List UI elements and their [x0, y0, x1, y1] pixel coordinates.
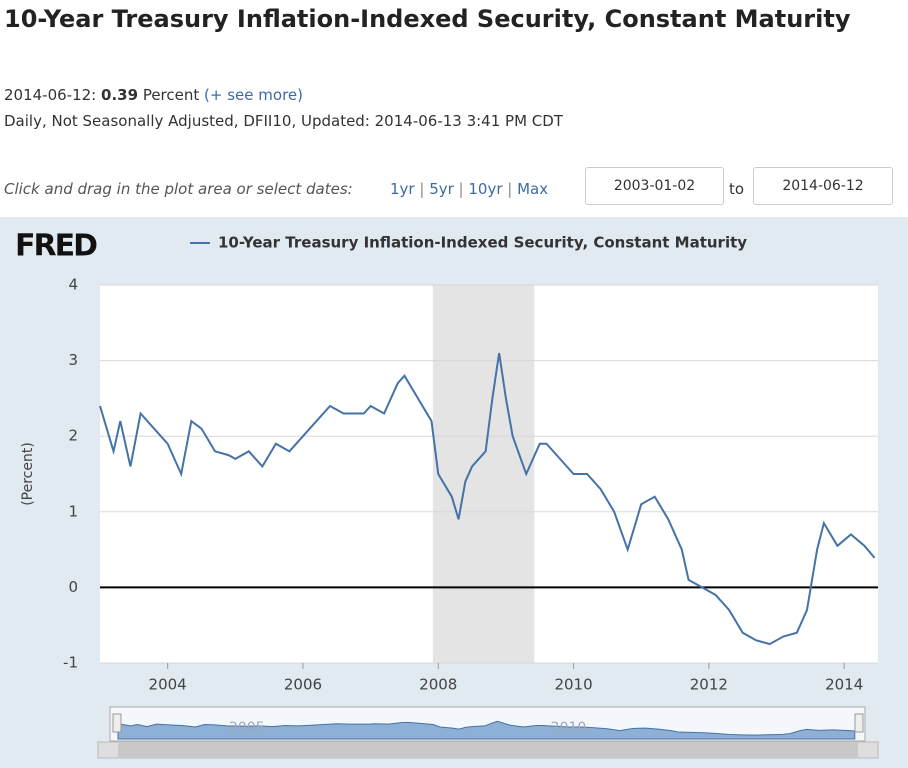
range-link[interactable]: Max: [517, 180, 549, 198]
y-tick-label: 2: [68, 427, 78, 445]
range-links: 1yr | 5yr | 10yr | Max: [390, 180, 549, 198]
chart: FRED 10-Year Treasury Inflation-Indexed …: [0, 217, 908, 768]
x-tick-label: 2008: [419, 676, 457, 694]
data-line: [99, 352, 876, 646]
see-more[interactable]: (+ see more): [204, 86, 303, 104]
y-tick-label: -1: [63, 654, 78, 672]
value: 0.39: [101, 86, 139, 104]
prompt: Click and drag in the plot area or selec…: [4, 180, 353, 198]
navigator-label: 2005: [229, 720, 265, 736]
until-input[interactable]: 2014-06-12: [753, 167, 893, 205]
unit: Percent: [142, 86, 200, 104]
recession-shade: [432, 285, 535, 663]
navigator-handle: [854, 713, 864, 733]
range-link[interactable]: 10yr: [468, 180, 503, 198]
to-label: to: [729, 180, 745, 198]
range-link[interactable]: 5yr: [429, 180, 454, 198]
x-tick-label: 2012: [690, 676, 728, 694]
title: 10-Year Treasury Inflation-Indexed Secur…: [4, 5, 851, 33]
navigator-label: 2010: [551, 720, 587, 736]
x-tick-label: 2004: [149, 676, 187, 694]
details: Daily, Not Seasonally Adjusted, DFII10, …: [4, 112, 563, 130]
y-tick-label: 3: [68, 351, 78, 369]
x-tick-label: 2010: [554, 676, 592, 694]
y-tick-label: 1: [68, 502, 78, 520]
y-axis-label: (Percent): [20, 442, 36, 506]
navigator-handle: [112, 713, 122, 733]
from-input[interactable]: 2003-01-02: [585, 167, 724, 205]
logo: FRED: [15, 229, 97, 264]
scrollbar-thumb[interactable]: [118, 743, 858, 757]
x-tick-label: 2014: [825, 676, 863, 694]
range-link[interactable]: 1yr: [390, 180, 415, 198]
navigator-area: [117, 720, 856, 740]
date: 2014-06-12:: [4, 86, 97, 104]
latest: 2014-06-12: 0.39 Percent (+ see more): [4, 86, 303, 104]
x-tick-label: 2006: [284, 676, 322, 694]
y-tick-label: 0: [68, 578, 78, 596]
legend-entry: 10-Year Treasury Inflation-Indexed Secur…: [218, 234, 747, 252]
y-tick-label: 4: [68, 276, 78, 294]
